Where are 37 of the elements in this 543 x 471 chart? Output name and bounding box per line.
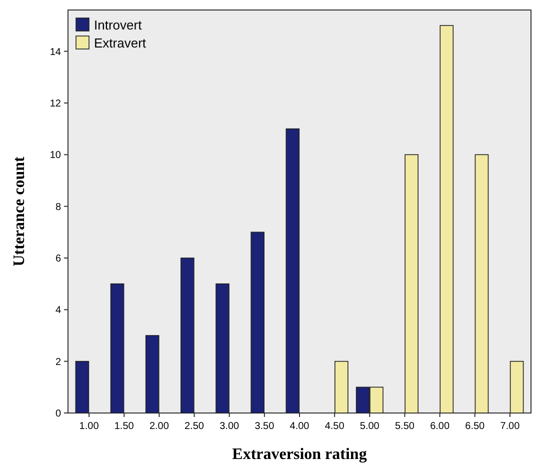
bar	[145, 335, 160, 414]
x-tick-label: 1.50	[114, 421, 134, 432]
bar	[440, 25, 454, 414]
y-tick-label: 4	[55, 305, 62, 316]
bar	[180, 258, 194, 414]
y-axis-title: Utterance count	[11, 156, 28, 266]
y-tick-label: 12	[50, 98, 62, 110]
x-tick-label: 1.00	[79, 421, 100, 432]
bar	[75, 360, 90, 414]
y-tick-label: 2	[55, 356, 62, 368]
x-tick-label: 5.50	[394, 421, 415, 432]
x-tick-label: 3.50	[254, 421, 275, 432]
x-tick-label: 2.00	[149, 421, 170, 432]
x-tick-label: 4.00	[290, 421, 310, 432]
legend-label: Extravert	[94, 36, 146, 51]
bar	[250, 232, 264, 414]
bar	[286, 128, 300, 414]
y-tick-label: 0	[55, 408, 62, 420]
bar	[474, 154, 489, 414]
x-tick-label: 4.50	[324, 421, 345, 432]
y-tick-label: 10	[50, 150, 62, 162]
x-tick-label: 7.00	[500, 421, 520, 432]
bar	[110, 283, 124, 414]
y-tick-label: 6	[55, 254, 62, 264]
y-tick-label: 8	[55, 202, 62, 213]
y-tick-label: 14	[50, 46, 62, 58]
x-tick-label: 6.50	[465, 421, 486, 432]
x-tick-label: 2.50	[184, 421, 204, 432]
x-tick-label: 3.00	[220, 421, 240, 432]
bar	[510, 360, 524, 414]
bar	[334, 360, 348, 414]
x-tick-label: 5.00	[360, 421, 380, 432]
bar	[404, 154, 418, 414]
x-axis-title: Extraversion rating	[232, 446, 367, 463]
bar	[216, 283, 230, 414]
x-tick-label: 6.00	[430, 421, 450, 432]
legend-label: Introvert	[94, 18, 142, 33]
